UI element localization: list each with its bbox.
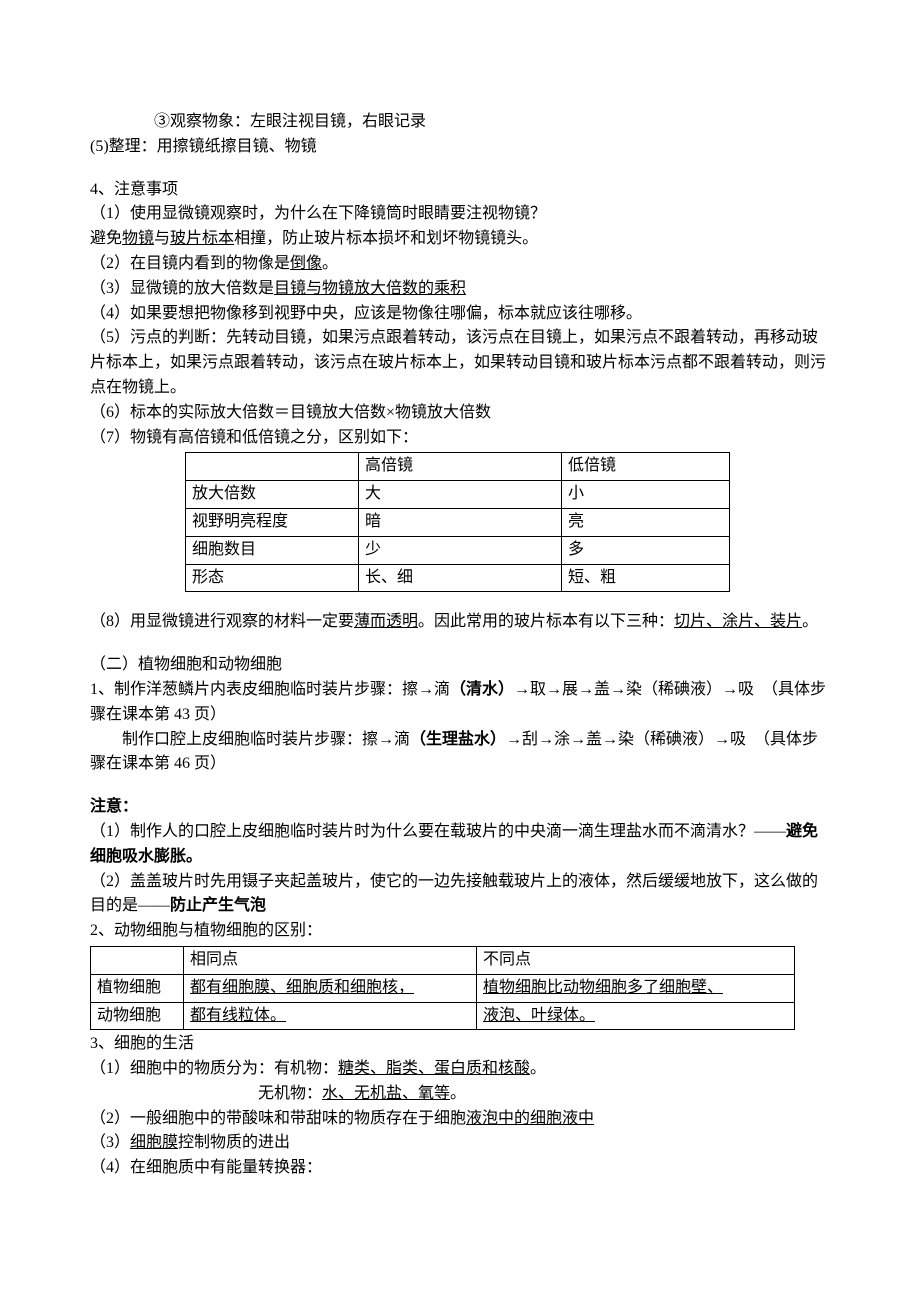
- table-row: 视野明亮程度暗亮: [186, 508, 730, 536]
- p3-title: 3、细胞的生活: [90, 1032, 830, 1057]
- cell: 不同点: [477, 946, 795, 974]
- text-u: 薄而透明: [354, 613, 418, 630]
- cell: 低倍镜: [562, 453, 730, 481]
- cell: 细胞数目: [186, 536, 359, 564]
- p3-4: （4）在细胞质中有能量转换器：: [90, 1156, 830, 1181]
- cell: 视野明亮程度: [186, 508, 359, 536]
- note-title: 注意：: [90, 795, 830, 820]
- note-1: （1）制作人的口腔上皮细胞临时装片时为什么要在载玻片的中央滴一滴生理盐水而不滴清…: [90, 820, 830, 870]
- table-row: 形态长、细短、粗: [186, 564, 730, 592]
- line-observe: ③观察物象：左眼注视目镜，右眼记录: [90, 110, 830, 135]
- table-row: 高倍镜低倍镜: [186, 453, 730, 481]
- cell: 长、细: [359, 564, 562, 592]
- text-bold: 防止产生气泡: [170, 897, 266, 914]
- section-4-title: 4、注意事项: [90, 178, 830, 203]
- p4-3: （3）显微镜的放大倍数是目镜与物镜放大倍数的乘积: [90, 277, 830, 302]
- text: 。: [450, 1085, 466, 1102]
- text-u: 液泡、叶绿体。: [483, 1007, 595, 1024]
- text-bold: （生理盐水）: [410, 731, 506, 748]
- cell: 亮: [562, 508, 730, 536]
- text: 。: [802, 613, 818, 630]
- text: 。: [322, 255, 338, 272]
- text: 制作口腔上皮细胞临时装片步骤：擦→滴: [90, 731, 410, 748]
- cell: 形态: [186, 564, 359, 592]
- cell: 放大倍数: [186, 481, 359, 509]
- text-u: 水、无机盐、氧等: [322, 1085, 450, 1102]
- p4-7: （7）物镜有高倍镜和低倍镜之分，区别如下：: [90, 426, 830, 451]
- text: 无机物：: [258, 1085, 322, 1102]
- text: 1、制作洋葱鳞片内表皮细胞临时装片步骤：擦→滴: [90, 681, 450, 698]
- cell: 小: [562, 481, 730, 509]
- text-u: 切片、涂片、装片: [674, 613, 802, 630]
- line-clean: (5)整理：用擦镜纸擦目镜、物镜: [90, 135, 830, 160]
- text: 相撞，防止玻片标本损坏和划坏物镜镜头。: [234, 230, 538, 247]
- table-row: 相同点 不同点: [91, 946, 795, 974]
- p3-2: （2）一般细胞中的带酸味和带甜味的物质存在于细胞液泡中的细胞液中: [90, 1107, 830, 1132]
- table-row: 动物细胞 都有线粒体。 液泡、叶绿体。: [91, 1002, 795, 1030]
- p4-8: （8）用显微镜进行观察的材料一定要薄而透明。因此常用的玻片标本有以下三种：切片、…: [90, 610, 830, 635]
- text-bold: （清水）: [450, 681, 514, 698]
- note-2: （2）盖盖玻片时先用镊子夹起盖玻片，使它的一边先接触载玻片上的液体，然后缓缓地放…: [90, 870, 830, 920]
- lens-comparison-table: 高倍镜低倍镜 放大倍数大小 视野明亮程度暗亮 细胞数目少多 形态长、细短、粗: [185, 452, 730, 592]
- cell: 动物细胞: [91, 1002, 184, 1030]
- cell: [91, 946, 184, 974]
- text: 。: [530, 1060, 546, 1077]
- cell: 暗: [359, 508, 562, 536]
- text: 控制物质的进出: [178, 1134, 290, 1151]
- text: 与: [154, 230, 170, 247]
- text: （1）细胞中的物质分为：有机物：: [90, 1060, 338, 1077]
- p2-table-title: 2、动物细胞与植物细胞的区别：: [90, 919, 830, 944]
- cell: 相同点: [184, 946, 477, 974]
- text: （3）: [90, 1134, 130, 1151]
- text-u: 目镜与物镜放大倍数的乘积: [274, 280, 466, 297]
- p4-1: （1）使用显微镜观察时，为什么在下降镜筒时眼睛要注视物镜？: [90, 202, 830, 227]
- text: （2）在目镜内看到的物像是: [90, 255, 290, 272]
- p3-1: （1）细胞中的物质分为：有机物：糖类、脂类、蛋白质和核酸。: [90, 1057, 830, 1082]
- table-row: 植物细胞 都有细胞膜、细胞质和细胞核， 植物细胞比动物细胞多了细胞壁、: [91, 974, 795, 1002]
- cell: 都有细胞膜、细胞质和细胞核，: [184, 974, 477, 1002]
- p2-1: 1、制作洋葱鳞片内表皮细胞临时装片步骤：擦→滴（清水）→取→展→盖→染（稀碘液）…: [90, 678, 830, 728]
- p3-3: （3）细胞膜控制物质的进出: [90, 1131, 830, 1156]
- cell: 多: [562, 536, 730, 564]
- cell: 短、粗: [562, 564, 730, 592]
- cell: [186, 453, 359, 481]
- p2-2: 制作口腔上皮细胞临时装片步骤：擦→滴（生理盐水）→刮→涂→盖→染（稀碘液）→吸 …: [90, 728, 830, 778]
- cell: 液泡、叶绿体。: [477, 1002, 795, 1030]
- p4-2: （2）在目镜内看到的物像是倒像。: [90, 252, 830, 277]
- text-u: 玻片标本: [170, 230, 234, 247]
- text: 避免: [90, 230, 122, 247]
- p4-5: （5）污点的判断：先转动目镜，如果污点跟着转动，该污点在目镜上，如果污点不跟着转…: [90, 326, 830, 400]
- text-u: 细胞膜: [130, 1134, 178, 1151]
- document-page: ③观察物象：左眼注视目镜，右眼记录 (5)整理：用擦镜纸擦目镜、物镜 4、注意事…: [0, 0, 920, 1241]
- p4-6: （6）标本的实际放大倍数＝目镜放大倍数×物镜放大倍数: [90, 401, 830, 426]
- section-2-title: （二）植物细胞和动物细胞: [90, 653, 830, 678]
- cell: 植物细胞比动物细胞多了细胞壁、: [477, 974, 795, 1002]
- text-u: 都有线粒体。: [190, 1007, 286, 1024]
- text-u: 植物细胞比动物细胞多了细胞壁、: [483, 979, 723, 996]
- text: 。因此常用的玻片标本有以下三种：: [418, 613, 674, 630]
- table-row: 放大倍数大小: [186, 481, 730, 509]
- p3-1c: 无机物：水、无机盐、氧等。: [90, 1082, 830, 1107]
- text-u: 都有细胞膜、细胞质和细胞核，: [190, 979, 414, 996]
- cell-comparison-table: 相同点 不同点 植物细胞 都有细胞膜、细胞质和细胞核， 植物细胞比动物细胞多了细…: [90, 946, 795, 1030]
- table-row: 细胞数目少多: [186, 536, 730, 564]
- text-u: 物镜: [122, 230, 154, 247]
- text-u: 倒像: [290, 255, 322, 272]
- p4-1b: 避免物镜与玻片标本相撞，防止玻片标本损坏和划坏物镜镜头。: [90, 227, 830, 252]
- cell: 植物细胞: [91, 974, 184, 1002]
- text-u: 液泡中的细胞液中: [466, 1110, 594, 1127]
- text: （8）用显微镜进行观察的材料一定要: [90, 613, 354, 630]
- text: （1）制作人的口腔上皮细胞临时装片时为什么要在载玻片的中央滴一滴生理盐水而不滴清…: [90, 823, 786, 840]
- cell: 少: [359, 536, 562, 564]
- text: （2）一般细胞中的带酸味和带甜味的物质存在于细胞: [90, 1110, 466, 1127]
- cell: 大: [359, 481, 562, 509]
- cell: 高倍镜: [359, 453, 562, 481]
- cell: 都有线粒体。: [184, 1002, 477, 1030]
- text-u: 糖类、脂类、蛋白质和核酸: [338, 1060, 530, 1077]
- p4-4: （4）如果要想把物像移到视野中央，应该是物像往哪偏，标本就应该往哪移。: [90, 302, 830, 327]
- text: （3）显微镜的放大倍数是: [90, 280, 274, 297]
